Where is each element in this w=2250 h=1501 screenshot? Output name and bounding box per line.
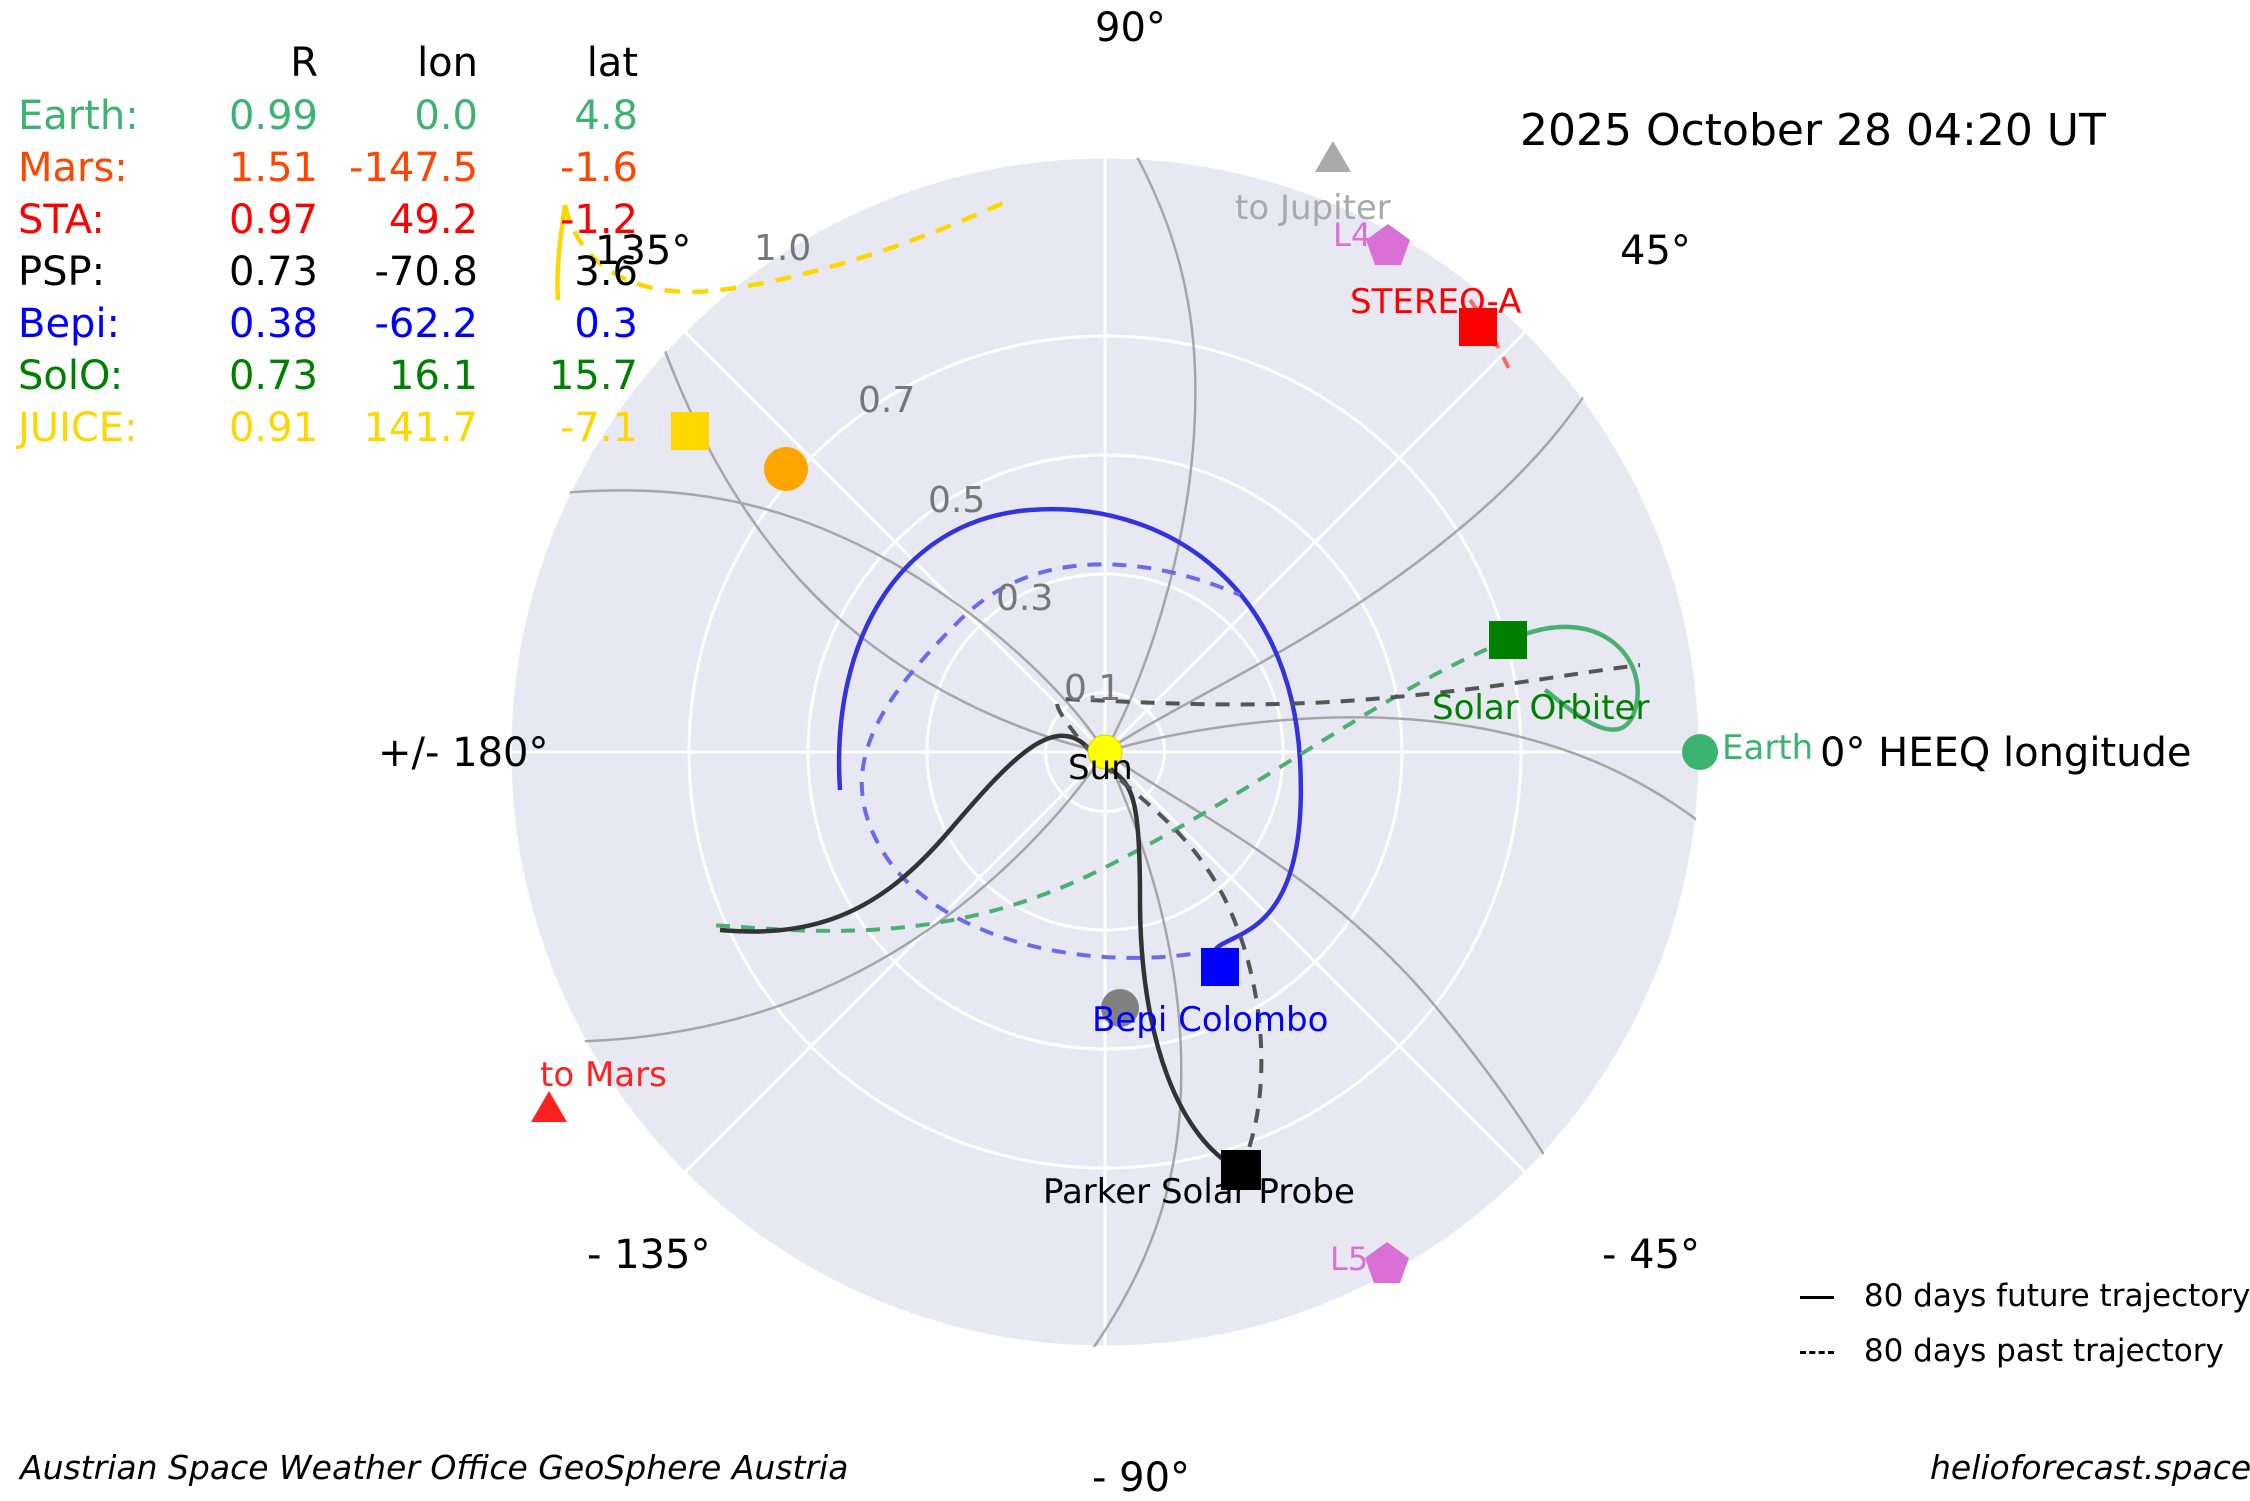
legend-dashed-line-swatch <box>1800 1351 1834 1354</box>
table-row: Earth: 0.99 0.0 4.8 <box>18 90 648 142</box>
juice-future-trajectory <box>555 204 568 301</box>
bepi-future-trajectory <box>836 506 1304 952</box>
earth-label: Earth <box>1722 728 1814 768</box>
stereo-a-marker[interactable] <box>1459 308 1497 346</box>
row-label-juice: JUICE: <box>18 405 138 451</box>
legend-past-label: 80 days past trajectory <box>1863 1333 2224 1369</box>
row-label-mars: Mars: <box>18 145 128 191</box>
row-label-earth: Earth: <box>18 93 139 139</box>
legend-solid-line-swatch <box>1800 1296 1834 1299</box>
juice-past-trajectory <box>562 197 1011 295</box>
row-r-juice: 0.91 <box>228 405 318 451</box>
solo-future-trajectory <box>1509 624 1640 732</box>
table-header-blank <box>18 38 168 90</box>
table-header-row: R lon lat <box>18 38 648 90</box>
radial-label-0-7: 0.7 <box>858 380 916 421</box>
stereoa-past-trajectory <box>1468 298 1514 376</box>
radial-label-0-5: 0.5 <box>928 480 986 521</box>
page-title: 2025 October 28 04:20 UT <box>1520 105 2106 156</box>
l5-label: L5 <box>1330 1240 1369 1278</box>
angle-label-135: 135° <box>595 228 692 274</box>
row-r-mars: 1.51 <box>228 145 318 191</box>
row-label-solo: SolO: <box>18 353 124 399</box>
juice-marker[interactable] <box>671 412 709 450</box>
legend-future-label: 80 days future trajectory <box>1863 1278 2250 1314</box>
row-lon-bepi: -62.2 <box>374 301 479 347</box>
psp-past-trajectory <box>1055 663 1641 1171</box>
l5-marker[interactable] <box>1365 1242 1409 1283</box>
bepi-past-trajectory <box>859 562 1241 960</box>
legend-future-row: 80 days future trajectory <box>1800 1278 2250 1314</box>
row-lat-bepi: 0.3 <box>574 301 638 347</box>
l4-marker[interactable] <box>1366 224 1410 265</box>
sun-label: Sun <box>1068 748 1133 788</box>
position-table: R lon lat Earth: 0.99 0.0 4.8 Mars: 1.51… <box>18 38 648 454</box>
l4-label: L4 <box>1333 216 1372 254</box>
row-lon-psp: -70.8 <box>374 249 479 295</box>
bepi-colombo-label: Bepi Colombo <box>1092 1000 1329 1040</box>
radial-label-0-3: 0.3 <box>996 578 1054 619</box>
mercury-marker[interactable] <box>1101 989 1139 1027</box>
venus-marker[interactable] <box>764 447 808 491</box>
parker-solar-probe-label: Parker Solar Probe <box>1043 1172 1355 1212</box>
table-header-lon: lon <box>417 40 478 86</box>
row-r-sta: 0.97 <box>228 197 318 243</box>
to-mars-label: to Mars <box>540 1055 667 1095</box>
solar-orbiter-label: Solar Orbiter <box>1432 688 1650 728</box>
row-lon-juice: 141.7 <box>363 405 478 451</box>
angle-label-180: +/- 180° <box>378 730 549 776</box>
to-jupiter-label: to Jupiter <box>1235 188 1391 228</box>
earth-marker[interactable] <box>1682 734 1718 770</box>
row-lon-earth: 0.0 <box>414 93 478 139</box>
row-r-psp: 0.73 <box>228 249 318 295</box>
radial-label-1-0: 1.0 <box>754 228 812 269</box>
table-row: SolO: 0.73 16.1 15.7 <box>18 350 648 402</box>
row-lat-psp: 3.6 <box>574 249 638 295</box>
stereo-a-label: STEREO-A <box>1350 282 1522 322</box>
credit-right: helioforecast.space <box>1930 1448 2250 1487</box>
table-header-lat: lat <box>586 40 638 86</box>
row-lon-mars: -147.5 <box>349 145 478 191</box>
angle-label-0: 0° HEEQ longitude <box>1820 730 2192 776</box>
row-lat-earth: 4.8 <box>574 93 638 139</box>
row-r-solo: 0.73 <box>228 353 318 399</box>
angle-label-minus-90: - 90° <box>1092 1455 1191 1501</box>
row-lon-solo: 16.1 <box>388 353 478 399</box>
row-lon-sta: 49.2 <box>388 197 478 243</box>
row-r-bepi: 0.38 <box>228 301 318 347</box>
radial-label-0-1: 0.1 <box>1064 668 1122 709</box>
credit-left: Austrian Space Weather Office GeoSphere … <box>20 1448 849 1487</box>
angle-label-90: 90° <box>1095 5 1166 51</box>
table-header-r: R <box>290 40 318 86</box>
legend-past-row: 80 days past trajectory <box>1800 1333 2224 1369</box>
row-lat-solo: 15.7 <box>548 353 638 399</box>
row-label-psp: PSP: <box>18 249 106 295</box>
row-r-earth: 0.99 <box>228 93 318 139</box>
parker-solar-probe-marker[interactable] <box>1221 1150 1261 1190</box>
angle-label-minus-45: - 45° <box>1602 1232 1701 1278</box>
to-mars-marker[interactable] <box>531 1091 567 1122</box>
table-row: Mars: 1.51 -147.5 -1.6 <box>18 142 648 194</box>
table-row: PSP: 0.73 -70.8 3.6 <box>18 246 648 298</box>
table-row: STA: 0.97 49.2 -1.2 <box>18 194 648 246</box>
table-row: Bepi: 0.38 -62.2 0.3 <box>18 298 648 350</box>
row-label-sta: STA: <box>18 197 105 243</box>
row-label-bepi: Bepi: <box>18 301 121 347</box>
row-lat-sta: -1.2 <box>559 197 638 243</box>
to-jupiter-marker[interactable] <box>1315 141 1351 172</box>
sun-marker[interactable] <box>1087 734 1123 770</box>
angle-label-45: 45° <box>1620 228 1691 274</box>
bepi-colombo-marker[interactable] <box>1201 948 1239 986</box>
row-lat-juice: -7.1 <box>559 405 638 451</box>
row-lat-mars: -1.6 <box>559 145 638 191</box>
table-row: JUICE: 0.91 141.7 -7.1 <box>18 402 648 454</box>
solar-orbiter-marker[interactable] <box>1489 621 1527 659</box>
angle-label-minus-135: - 135° <box>587 1232 711 1278</box>
